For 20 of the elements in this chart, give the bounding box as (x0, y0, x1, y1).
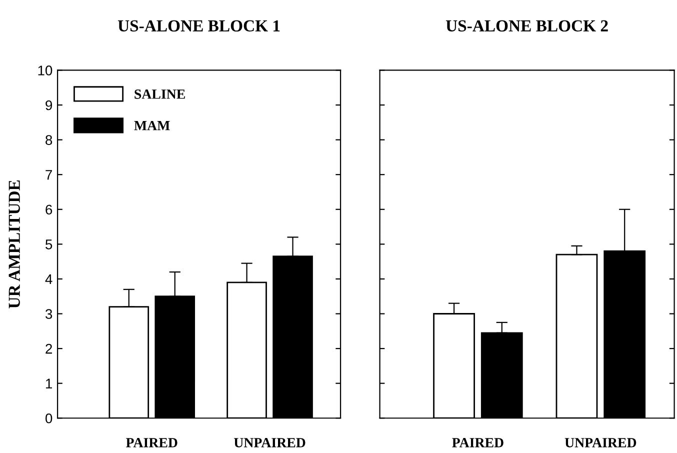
y-tick-label: 7 (46, 170, 52, 180)
y-tick-label: 9 (46, 100, 52, 110)
y-tick-label: 2 (46, 344, 52, 354)
y-tick-label: 8 (46, 135, 52, 145)
y-tick-label: 1 (46, 378, 52, 388)
chart-title: US-ALONE BLOCK 1 (118, 20, 280, 32)
y-tick-label: 10 (38, 66, 52, 76)
y-tick-label: 0 (46, 413, 52, 424)
y-tick-label: 6 (46, 204, 52, 215)
x-tick-label: UNPAIRED (564, 438, 636, 448)
y-tick-label: 3 (45, 309, 52, 319)
x-tick-label: UNPAIRED (234, 438, 306, 448)
chart-title: US-ALONE BLOCK 2 (446, 20, 608, 32)
y-tick-label: 5 (46, 240, 52, 250)
y-axis-title: UR AMPLITUDE (8, 180, 20, 308)
x-tick-label: PAIRED (126, 438, 178, 448)
y-tick-label: 4 (45, 274, 52, 284)
x-tick-label: PAIRED (452, 438, 504, 448)
legend-label: SALINE (134, 89, 185, 99)
legend-label: MAM (134, 120, 170, 130)
